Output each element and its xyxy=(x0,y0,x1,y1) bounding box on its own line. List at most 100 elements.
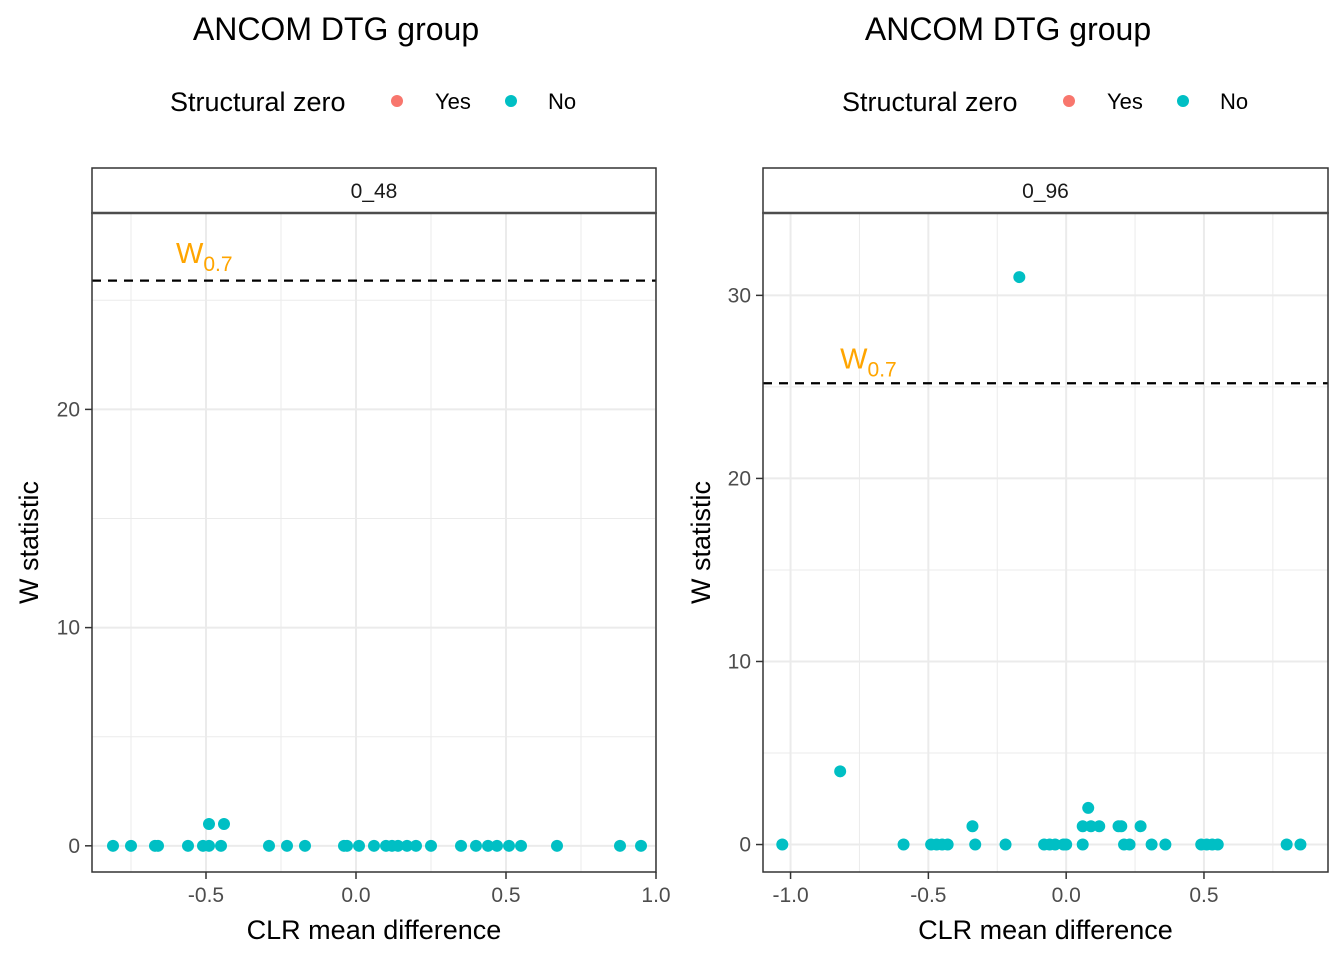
data-point xyxy=(1060,838,1073,851)
facet-strip xyxy=(91,167,657,214)
data-point xyxy=(152,839,164,852)
data-point xyxy=(776,838,789,851)
data-point xyxy=(503,839,515,852)
plot-area: W0.7 xyxy=(763,213,1328,872)
y-tick-label: 10 xyxy=(728,650,751,673)
x-axis-title: CLR mean difference xyxy=(918,915,1173,945)
legend-key-yes xyxy=(391,95,403,107)
y-tick-label: 30 xyxy=(728,284,751,307)
x-tick-label: 0.0 xyxy=(1052,884,1081,907)
threshold-label: W0.7 xyxy=(176,238,233,276)
x-axis-title: CLR mean difference xyxy=(247,915,502,945)
y-tick-label: 20 xyxy=(728,467,751,490)
threshold-label-main: W xyxy=(176,238,204,270)
data-point xyxy=(1013,271,1026,284)
data-point xyxy=(353,839,365,852)
data-point xyxy=(635,839,647,852)
x-tick-label: 1.0 xyxy=(641,884,670,907)
plot-background xyxy=(763,213,1328,872)
data-point xyxy=(1294,838,1307,851)
legend-label-no: No xyxy=(1220,89,1248,114)
data-point xyxy=(1082,801,1095,814)
legend: Structural zero Yes No xyxy=(170,87,576,117)
data-point xyxy=(999,838,1012,851)
legend-label-yes: Yes xyxy=(435,89,471,114)
data-point xyxy=(470,839,482,852)
data-point xyxy=(897,838,910,851)
legend-label-yes: Yes xyxy=(1107,89,1143,114)
y-tick-label: 10 xyxy=(57,617,80,640)
data-point xyxy=(182,839,194,852)
data-point xyxy=(1123,838,1136,851)
data-point xyxy=(1211,838,1224,851)
data-point xyxy=(299,839,311,852)
data-point xyxy=(281,839,293,852)
data-point xyxy=(1280,838,1293,851)
data-point xyxy=(455,839,467,852)
y-tick-label: 0 xyxy=(68,835,80,858)
data-point xyxy=(401,839,413,852)
legend-title: Structural zero xyxy=(842,87,1018,117)
data-point xyxy=(491,839,503,852)
x-tick-label: -0.5 xyxy=(910,884,946,907)
chart-title: ANCOM DTG group xyxy=(193,11,479,47)
data-point xyxy=(341,839,353,852)
x-tick-label: 0.5 xyxy=(1189,884,1218,907)
x-tick-label: 0.5 xyxy=(491,884,520,907)
data-point xyxy=(551,839,563,852)
data-point xyxy=(215,839,227,852)
data-point xyxy=(1115,820,1128,833)
data-point xyxy=(410,839,422,852)
data-point xyxy=(969,838,982,851)
data-point xyxy=(107,839,119,852)
data-point xyxy=(614,839,626,852)
data-point xyxy=(1134,820,1147,833)
legend-label-no: No xyxy=(548,89,576,114)
threshold-label-main: W xyxy=(840,344,868,376)
data-point xyxy=(1049,838,1062,851)
data-point xyxy=(1145,838,1158,851)
data-point xyxy=(203,817,215,830)
legend-key-yes xyxy=(1063,95,1075,107)
threshold-label-sub: 0.7 xyxy=(203,253,232,276)
data-point xyxy=(1159,838,1172,851)
facet-label: 0_96 xyxy=(1022,180,1069,203)
data-point xyxy=(834,765,847,778)
data-point xyxy=(1076,820,1089,833)
y-axis-title: W statistic xyxy=(14,481,44,604)
data-point xyxy=(263,839,275,852)
legend-key-no xyxy=(1177,95,1189,107)
y-tick-label: 20 xyxy=(57,398,80,421)
y-tick-label: 0 xyxy=(739,834,751,857)
threshold-label-sub: 0.7 xyxy=(868,359,897,382)
data-point xyxy=(218,817,230,830)
threshold-label: W0.7 xyxy=(840,344,897,382)
x-tick-label: -0.5 xyxy=(188,884,224,907)
data-point xyxy=(1093,820,1106,833)
plot-area: W0.7 xyxy=(92,213,656,872)
legend-key-no xyxy=(505,95,517,107)
x-tick-label: -1.0 xyxy=(772,884,808,907)
data-point xyxy=(941,838,954,851)
data-point xyxy=(203,839,215,852)
legend: Structural zero Yes No xyxy=(842,87,1248,117)
legend-title: Structural zero xyxy=(170,87,346,117)
facet-label: 0_48 xyxy=(351,180,398,203)
data-point xyxy=(1084,820,1097,833)
data-point xyxy=(482,839,494,852)
plot-background xyxy=(92,213,656,872)
x-tick-label: 0.0 xyxy=(341,884,370,907)
data-point xyxy=(515,839,527,852)
y-axis-title: W statistic xyxy=(686,481,716,604)
data-point xyxy=(1076,838,1089,851)
facet-strip xyxy=(762,167,1329,214)
data-point xyxy=(392,839,404,852)
data-point xyxy=(966,820,979,833)
chart-title: ANCOM DTG group xyxy=(865,11,1151,47)
data-point xyxy=(368,839,380,852)
data-point xyxy=(425,839,437,852)
